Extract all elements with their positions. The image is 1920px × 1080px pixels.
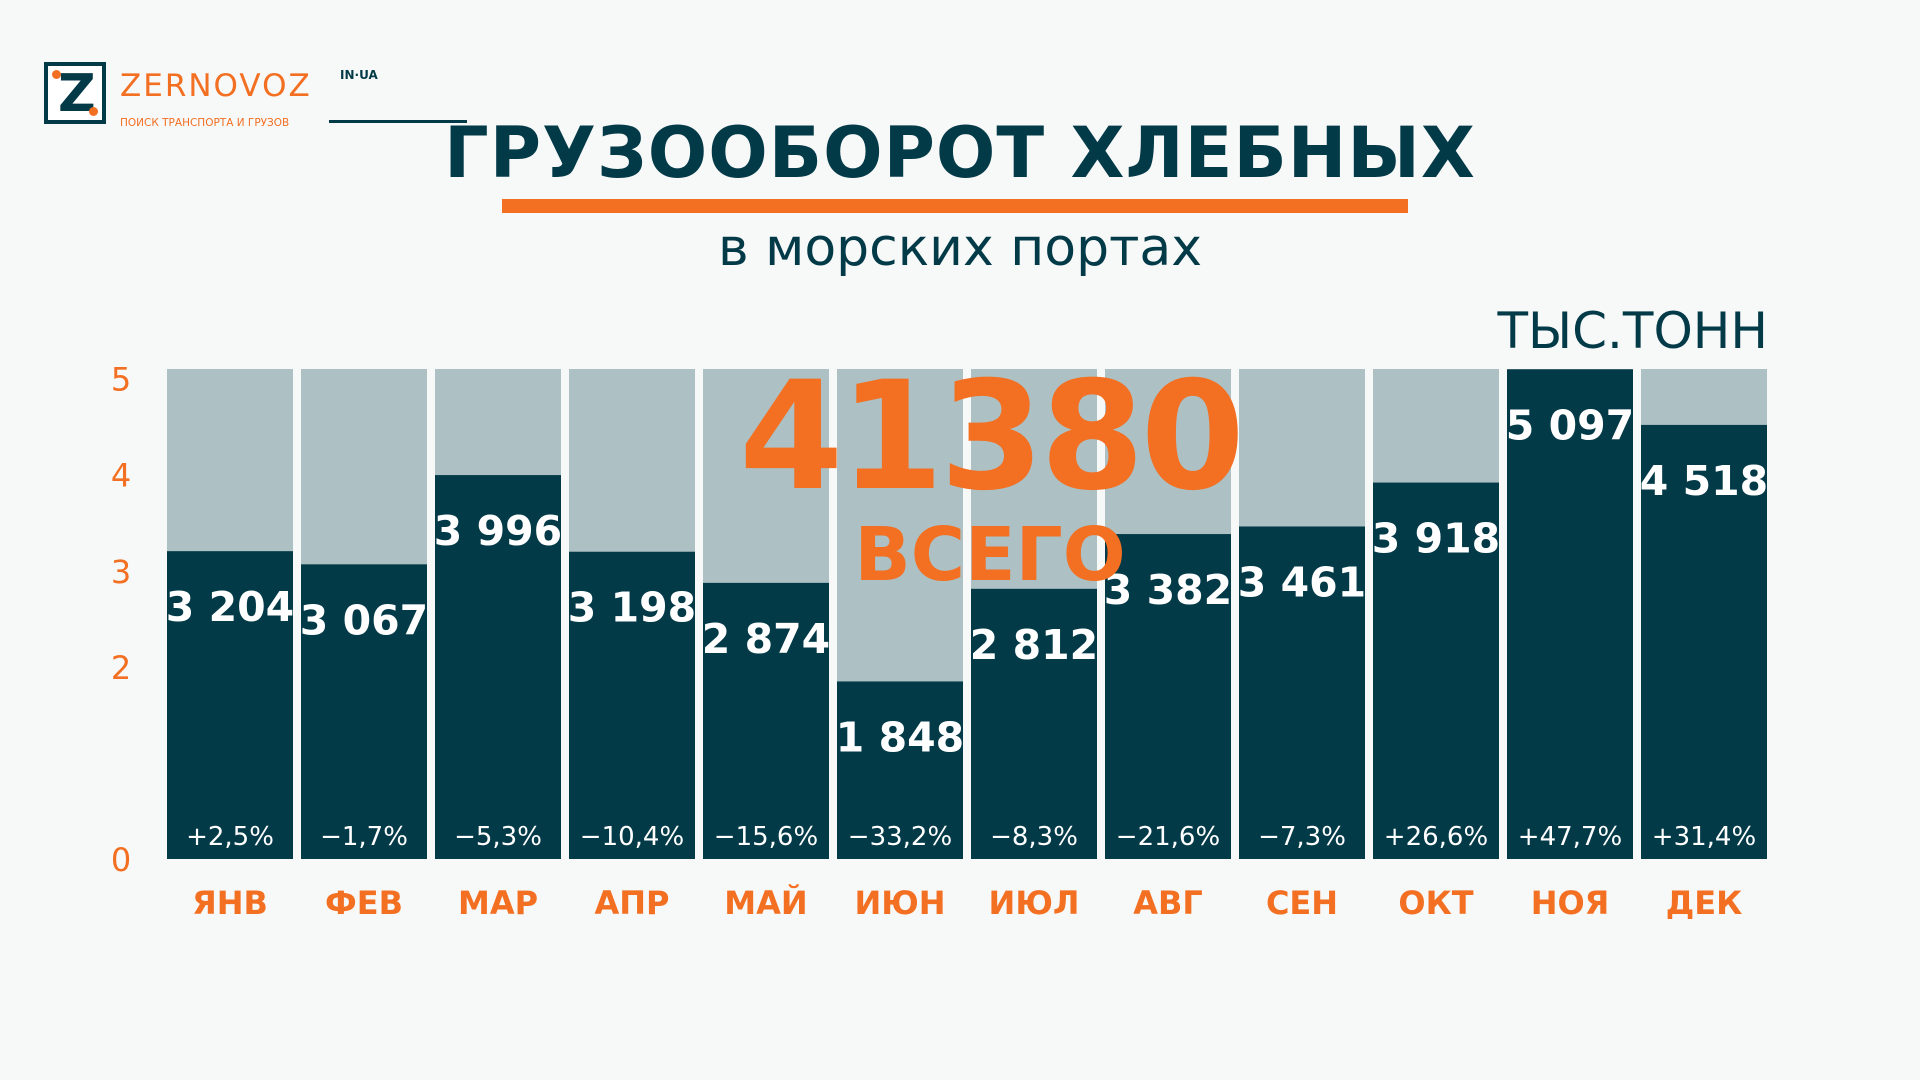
x-tick-label: ФЕВ [325,884,403,922]
bar-change-label: +2,5% [186,822,274,852]
bar [435,475,561,859]
bar-value-label: 2 874 [702,615,830,663]
bar [1507,369,1633,859]
bar-value-label: 1 848 [836,713,964,761]
logo: Z ZERNOVOZ IN·UA ПОИСК ТРАНСПОРТА И ГРУЗ… [44,62,467,132]
total-label: ВСЕГО [854,512,1126,598]
x-tick-label: ЯНВ [192,884,268,922]
bar-value-label: 3 204 [166,583,294,631]
x-tick-label: МАЙ [724,884,807,922]
x-tick-label: АВГ [1133,884,1203,922]
bar [1239,526,1365,859]
page-subtitle: в морских портах [717,218,1203,278]
y-tick-label: 5 [111,361,131,399]
bar [971,588,1097,859]
bar-change-label: −33,2% [848,822,952,852]
logo-underline [329,120,467,123]
bar-value-label: 3 198 [568,584,696,632]
bar-value-label: 3 996 [434,507,562,555]
bar-value-label: 3 382 [1104,566,1232,614]
bar-value-label: 3 461 [1238,558,1366,606]
unit-label: ТЫС.ТОНН [1497,302,1768,360]
bar-change-label: −5,3% [454,822,542,852]
y-tick-label: 4 [111,457,131,495]
bar [301,564,427,859]
bar-value-label: 2 812 [970,621,1098,669]
bar-change-label: −8,3% [990,822,1078,852]
bar [167,551,293,859]
x-tick-label: ОКТ [1398,884,1473,922]
x-tick-label: СЕН [1266,884,1338,922]
bar-value-label: 3 918 [1372,515,1500,563]
bar [703,582,829,859]
bar-value-label: 3 067 [300,596,428,644]
bar [1641,424,1767,859]
bar [837,681,963,859]
bar-value-label: 5 097 [1506,401,1634,449]
page-title: ГРУЗООБОРОТ ХЛЕБНЫХ [444,112,1476,194]
total-value: 41380 [739,350,1245,524]
bar [1105,534,1231,859]
logo-domain: IN·UA [340,68,378,82]
logo-dot-icon [52,70,61,79]
bar-change-label: −7,3% [1258,822,1346,852]
bar [569,551,695,859]
logo-dot-icon [89,107,98,116]
title-underline [502,199,1408,213]
logo-icon: Z [44,62,106,124]
x-tick-label: ДЕК [1666,884,1743,922]
bar-change-label: −10,4% [580,822,684,852]
y-tick-label: 2 [111,649,131,687]
logo-tagline: ПОИСК ТРАНСПОРТА И ГРУЗОВ [120,117,290,129]
x-tick-label: МАР [458,884,538,922]
bar-change-label: +47,7% [1518,822,1622,852]
y-tick-label: 3 [111,553,131,591]
bar-change-label: −21,6% [1116,822,1220,852]
bar-value-label: 4 518 [1640,457,1768,505]
x-tick-label: ИЮН [854,884,945,922]
y-tick-label: 0 [111,841,131,879]
bar-change-label: +31,4% [1652,822,1756,852]
bar-change-label: −15,6% [714,822,818,852]
x-tick-label: НОЯ [1531,884,1610,922]
bar-change-label: +26,6% [1384,822,1488,852]
x-tick-label: ИЮЛ [989,884,1080,922]
bar [1373,482,1499,859]
bar-change-label: −1,7% [320,822,408,852]
logo-name: ZERNOVOZ [120,68,312,104]
x-tick-label: АПР [595,884,670,922]
